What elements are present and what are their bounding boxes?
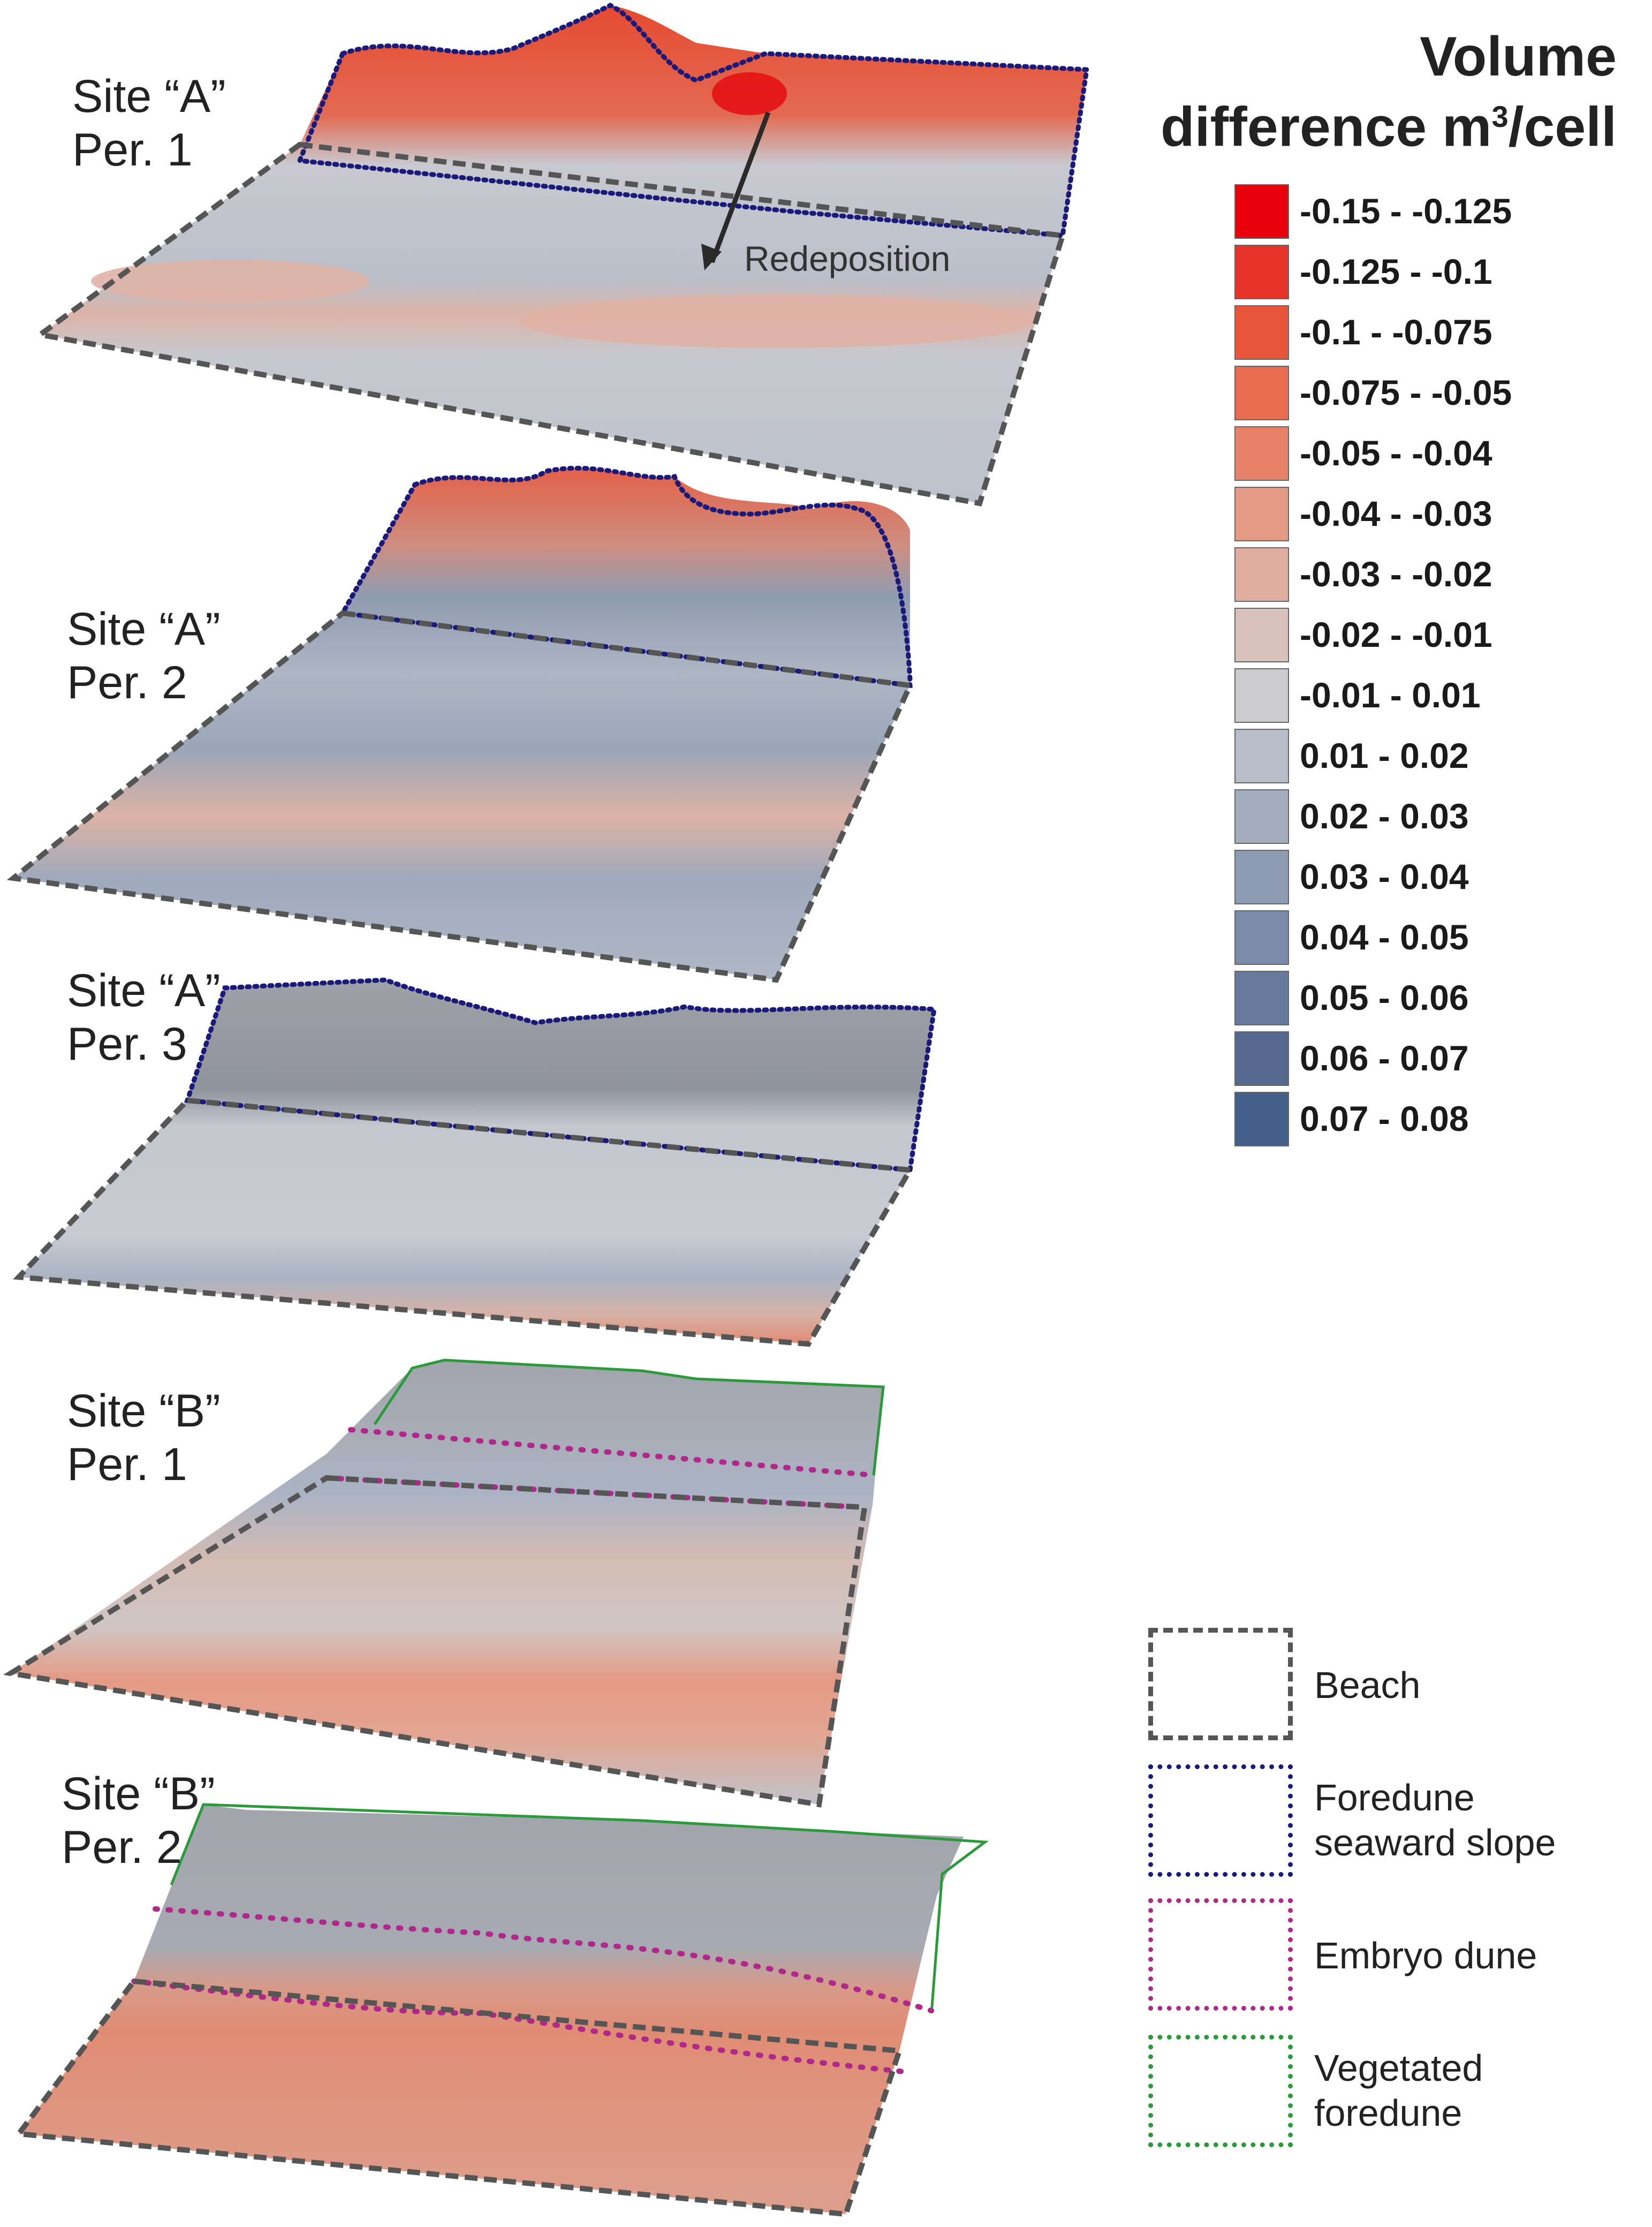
legend-title-line-2: difference m3/cell xyxy=(1071,87,1617,157)
panel-site-a-per-3 xyxy=(13,977,937,1347)
scale-label: -0.15 - -0.125 xyxy=(1300,191,1512,231)
zone-box xyxy=(1148,1764,1293,1877)
scale-label: 0.04 - 0.05 xyxy=(1300,917,1469,957)
vegetated-foredune-boundary xyxy=(170,1803,989,2014)
scale-label: -0.03 - -0.02 xyxy=(1300,554,1492,594)
accretion-band xyxy=(519,295,1033,348)
scale-label: 0.03 - 0.04 xyxy=(1300,857,1469,896)
panel-site-a-per-2 xyxy=(6,465,914,983)
vegetated-foredune-boundary xyxy=(373,1358,885,1476)
beach-boundary xyxy=(13,1097,915,1347)
scale-label: -0.01 - 0.01 xyxy=(1300,675,1481,715)
erosion-hotspot xyxy=(712,72,787,115)
beach-boundary xyxy=(33,141,1066,507)
zone-box xyxy=(1148,1898,1293,2011)
scale-swatch xyxy=(1234,729,1289,783)
scale-swatch xyxy=(1234,305,1289,360)
panel-label-site-a-per-1: Site “A” Per. 1 xyxy=(72,71,226,176)
foredune-boundary xyxy=(296,2,1090,238)
dem-surface-b1 xyxy=(11,1360,883,1805)
scale-label: -0.02 - -0.01 xyxy=(1300,615,1492,654)
zone-label: Beach xyxy=(1314,1664,1421,1706)
legend-title-line-1: Volume xyxy=(1420,26,1617,88)
panel-site-a-per-1 xyxy=(33,2,1090,507)
beach-boundary xyxy=(13,1978,903,2217)
scale-swatch xyxy=(1234,1092,1289,1146)
zone-label: Vegetated foredune xyxy=(1314,2047,1483,2134)
scale-swatch xyxy=(1234,789,1289,844)
panel-label-site-a-per-2: Site “A” Per. 2 xyxy=(67,603,221,708)
scale-swatch xyxy=(1234,971,1289,1025)
scale-label: 0.07 - 0.08 xyxy=(1300,1099,1469,1138)
scale-label: 0.05 - 0.06 xyxy=(1300,978,1469,1017)
redeposition-arrow xyxy=(709,111,771,263)
dem-surface-b2 xyxy=(19,1805,964,2214)
scale-label: 0.06 - 0.07 xyxy=(1300,1038,1469,1078)
dem-surface-a3 xyxy=(19,980,934,1344)
accretion-band xyxy=(91,260,369,303)
scale-swatch xyxy=(1234,487,1289,541)
zone-label: Embryo dune xyxy=(1314,1935,1537,1976)
foredune-boundary xyxy=(184,977,937,1173)
panel-label-site-b-per-2: Site “B” Per. 2 xyxy=(62,1768,215,1873)
scale-swatch xyxy=(1234,366,1289,420)
legend-title: Volume difference m3/cell xyxy=(1071,27,1617,157)
legend-title-text: difference m xyxy=(1161,96,1492,158)
embryo-dune-boundary xyxy=(131,1906,934,2075)
beach-boundary xyxy=(3,1475,868,1808)
foredune-boundary xyxy=(338,465,913,689)
panel-label-site-b-per-1: Site “B” Per. 1 xyxy=(67,1385,221,1490)
scale-label: -0.1 - -0.075 xyxy=(1300,312,1492,352)
scale-label: 0.02 - 0.03 xyxy=(1300,796,1469,836)
scale-label: -0.05 - -0.04 xyxy=(1300,433,1492,473)
redeposition-annotation: Redeposition xyxy=(744,239,951,278)
scale-swatch xyxy=(1234,668,1289,723)
scale-swatch xyxy=(1234,547,1289,602)
scale-swatch xyxy=(1234,910,1289,965)
legend-title-unit: /cell xyxy=(1508,96,1617,158)
scale-label: -0.04 - -0.03 xyxy=(1300,494,1492,533)
scale-swatch xyxy=(1234,1031,1289,1086)
panel-label-site-a-per-3: Site “A” Per. 3 xyxy=(67,965,221,1070)
zone-item-beach: Beach xyxy=(1148,1628,1630,1743)
scale-label: -0.125 - -0.1 xyxy=(1300,252,1492,291)
legend-title-superscript: 3 xyxy=(1491,100,1509,133)
dem-surface-a1 xyxy=(40,5,1087,503)
scale-swatch xyxy=(1234,850,1289,904)
zone-item-vegetated-foredune: Vegetated foredune xyxy=(1148,2035,1630,2150)
panel-site-b-per-2 xyxy=(13,1803,989,2217)
scale-swatch xyxy=(1234,426,1289,481)
zone-item-foredune-seaward-slope: Foredune seaward slope xyxy=(1148,1764,1630,1879)
zone-label: Foredune seaward slope xyxy=(1314,1777,1556,1863)
redeposition-arrow-head xyxy=(701,244,722,270)
scale-swatch xyxy=(1234,184,1289,239)
zone-box xyxy=(1148,2035,1293,2147)
scale-label: 0.01 - 0.02 xyxy=(1300,736,1469,775)
scale-label: -0.075 - -0.05 xyxy=(1300,373,1512,412)
dem-surface-a2 xyxy=(13,468,910,980)
zone-box xyxy=(1148,1628,1293,1740)
beach-boundary xyxy=(6,610,914,983)
panel-site-b-per-1 xyxy=(3,1358,885,1808)
scale-swatch xyxy=(1234,245,1289,299)
scale-swatch xyxy=(1234,608,1289,662)
zone-item-embryo-dune: Embryo dune xyxy=(1148,1898,1630,2013)
